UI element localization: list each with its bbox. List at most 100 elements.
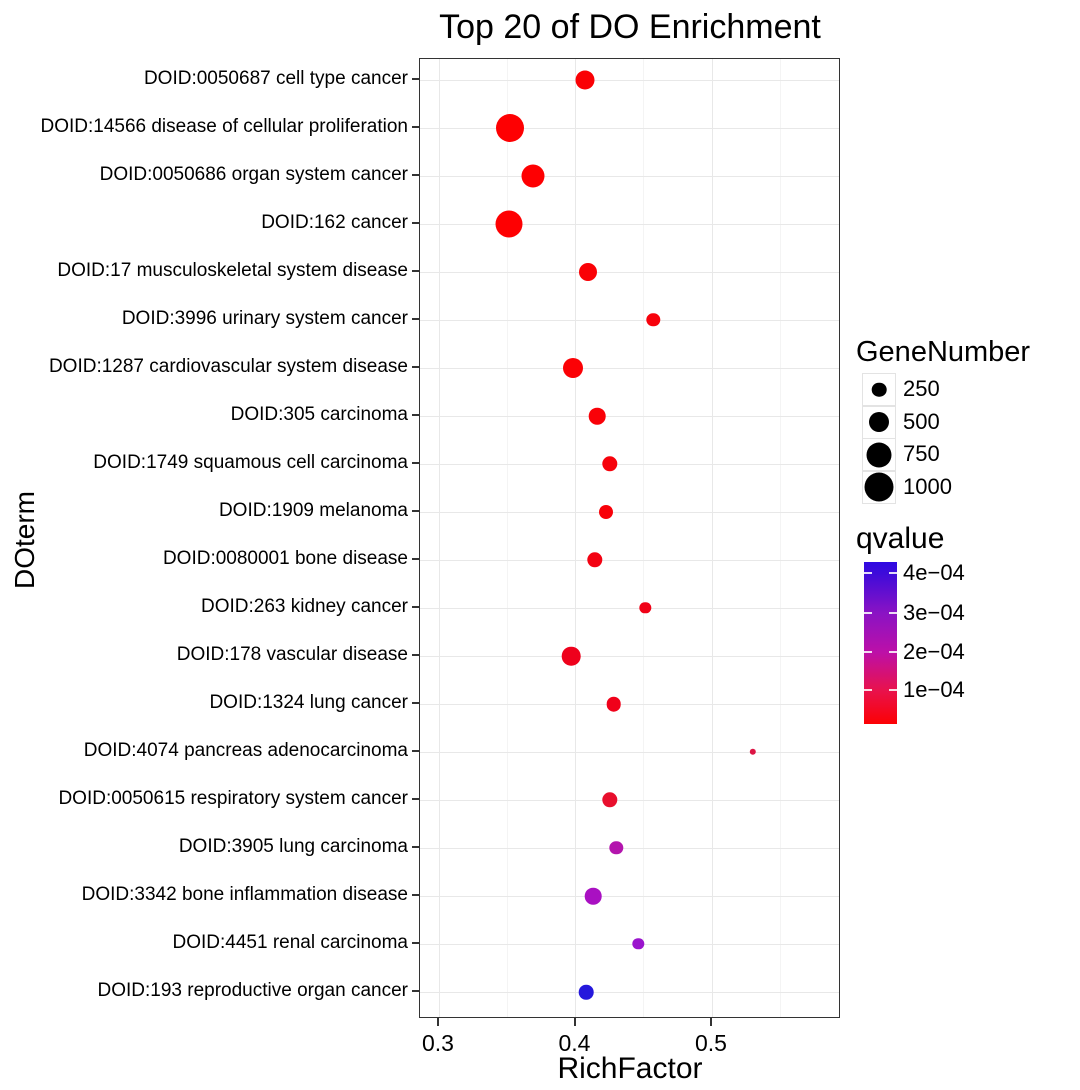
qvalue-tick-label: 2e−04 — [903, 639, 965, 665]
x-axis-tick — [710, 1018, 712, 1026]
y-axis-term-label: DOID:4074 pancreas adenocarcinoma — [83, 740, 408, 761]
y-axis-tick — [412, 174, 419, 176]
y-axis-tick — [412, 702, 419, 704]
row-gridline — [420, 320, 839, 321]
y-axis-tick — [412, 462, 419, 464]
data-point — [646, 313, 660, 327]
y-axis-term-label: DOID:4451 renal carcinoma — [172, 932, 409, 953]
major-gridline — [575, 59, 576, 1017]
y-axis-term-label: DOID:1749 squamous cell carcinoma — [93, 452, 408, 473]
data-point — [579, 984, 594, 1000]
y-axis-tick — [412, 750, 419, 752]
chart-title: Top 20 of DO Enrichment — [439, 8, 821, 46]
size-legend-key — [862, 405, 896, 439]
major-gridline — [711, 59, 713, 1017]
size-legend-key — [862, 438, 896, 471]
qvalue-tick-left — [864, 612, 872, 615]
x-axis-tick-label: 0.5 — [695, 1030, 727, 1056]
minor-gridline — [643, 59, 645, 1017]
y-axis-tick — [412, 798, 419, 800]
row-gridline — [420, 368, 839, 369]
data-point — [606, 696, 622, 712]
row-gridline — [420, 848, 839, 849]
y-axis-tick — [412, 846, 419, 848]
y-axis-term-label: DOID:0050615 respiratory system cancer — [58, 788, 408, 809]
row-gridline — [420, 224, 839, 225]
y-axis-term-label: DOID:3342 bone inflammation disease — [81, 884, 408, 905]
y-axis-tick — [412, 894, 419, 896]
row-gridline — [420, 560, 839, 561]
qvalue-tick-label: 1e−04 — [903, 676, 965, 702]
y-axis-term-label: DOID:0050687 cell type cancer — [143, 68, 408, 89]
data-point — [632, 938, 644, 950]
y-axis-term-label: DOID:0050686 organ system cancer — [99, 164, 408, 185]
y-axis-tick — [412, 414, 419, 416]
qvalue-tick-right — [889, 612, 897, 615]
row-gridline — [420, 464, 839, 465]
row-gridline — [420, 128, 839, 129]
y-axis-term-label: DOID:263 kidney cancer — [201, 596, 408, 617]
plot-panel — [419, 58, 840, 1018]
row-gridline — [420, 992, 839, 993]
x-axis-title: RichFactor — [557, 1052, 703, 1085]
row-gridline — [420, 608, 839, 609]
row-gridline — [420, 416, 839, 417]
row-gridline — [420, 512, 839, 513]
row-gridline — [420, 896, 839, 897]
size-legend-label: 1000 — [903, 473, 952, 499]
row-gridline — [420, 272, 839, 273]
x-axis-tick-label: 0.3 — [422, 1030, 454, 1056]
size-legend-label: 500 — [903, 408, 940, 434]
row-gridline — [420, 176, 839, 177]
data-point — [562, 646, 581, 666]
data-point — [521, 164, 545, 188]
row-gridline — [420, 800, 839, 801]
size-legend-label: 750 — [903, 441, 940, 466]
row-gridline — [420, 80, 839, 81]
y-axis-tick — [412, 606, 419, 608]
data-point — [749, 748, 757, 756]
y-axis-term-label: DOID:3905 lung carcinoma — [178, 836, 408, 857]
row-gridline — [420, 944, 839, 945]
x-axis-tick — [437, 1018, 439, 1026]
size-legend-dot — [869, 412, 889, 432]
y-axis-term-label: DOID:3996 urinary system cancer — [121, 308, 408, 329]
row-gridline — [420, 656, 839, 657]
row-gridline — [420, 752, 839, 753]
qvalue-tick-left — [864, 651, 872, 654]
y-axis-tick — [412, 222, 419, 224]
size-legend-dot — [864, 472, 894, 502]
x-axis-tick-label: 0.4 — [558, 1030, 591, 1056]
data-point — [495, 114, 524, 142]
qvalue-tick-label: 4e−04 — [903, 560, 965, 586]
data-point — [589, 407, 606, 425]
qvalue-tick-right — [889, 651, 897, 654]
size-legend-dot — [866, 442, 892, 467]
data-point — [609, 841, 624, 855]
qvalue-tick-left — [864, 688, 872, 691]
data-point — [601, 792, 618, 808]
size-legend-title: GeneNumber — [856, 336, 1031, 368]
y-axis-tick — [412, 942, 419, 944]
size-legend-dot — [871, 382, 887, 397]
y-axis-tick — [412, 78, 419, 80]
size-legend-key — [862, 470, 896, 504]
data-point — [575, 70, 595, 90]
size-legend-label: 250 — [903, 376, 940, 401]
y-axis-term-label: DOID:1324 lung cancer — [209, 692, 408, 713]
data-point — [584, 887, 602, 905]
y-axis-tick — [412, 990, 419, 992]
qvalue-gradient-bar — [864, 562, 897, 724]
data-point — [601, 456, 618, 472]
y-axis-term-label: DOID:305 carcinoma — [230, 404, 408, 425]
data-point — [562, 358, 583, 378]
minor-gridline — [779, 59, 781, 1017]
y-axis-tick — [412, 270, 419, 272]
data-point — [598, 505, 613, 519]
data-point — [639, 602, 651, 614]
y-axis-term-label: DOID:162 cancer — [261, 212, 408, 233]
y-axis-tick — [412, 318, 419, 320]
y-axis-term-label: DOID:193 reproductive organ cancer — [97, 980, 409, 1001]
y-axis-tick — [412, 558, 419, 560]
y-axis-term-label: DOID:1287 cardiovascular system disease — [48, 356, 408, 377]
